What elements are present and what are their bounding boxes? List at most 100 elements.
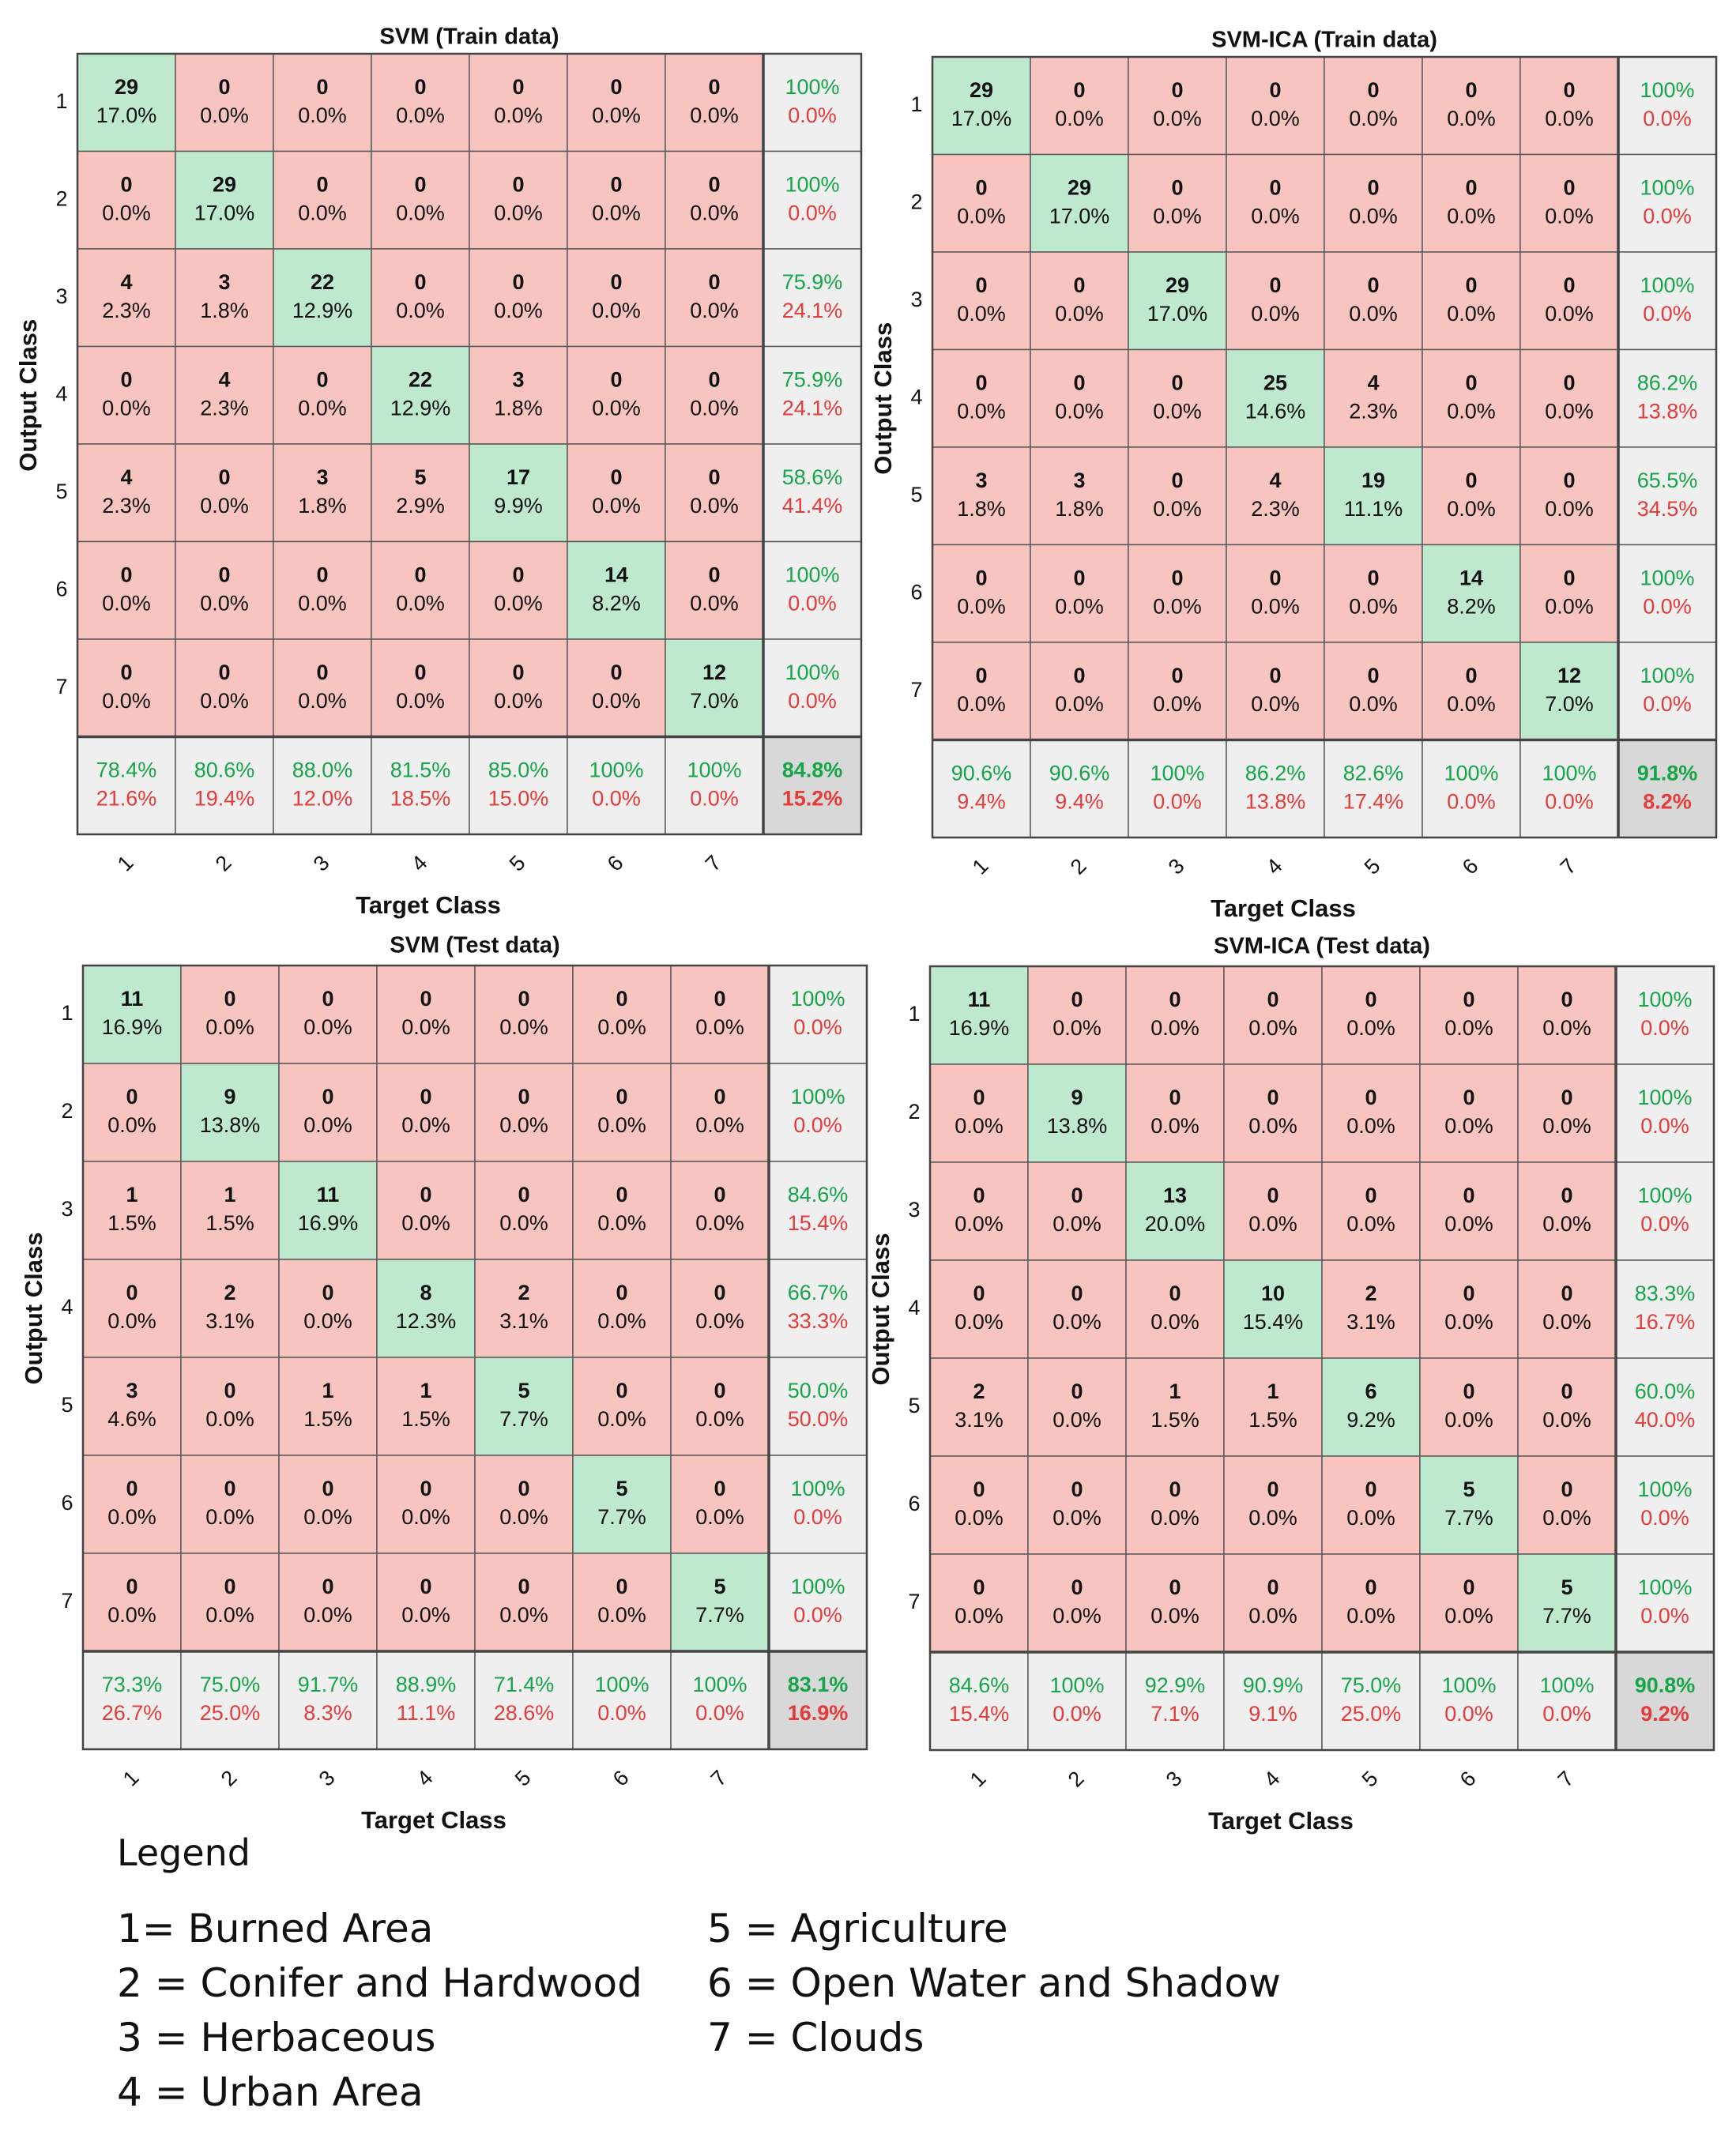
cell-count: 0 [1169, 1575, 1181, 1599]
cell-count: 0 [616, 1183, 627, 1206]
cell-count: 0 [1365, 1184, 1376, 1207]
cell-count: 0 [708, 75, 720, 99]
cell-count: 0 [512, 661, 524, 684]
row-precision: 75.9% [782, 367, 843, 391]
incorrect-cell [572, 1161, 672, 1260]
incorrect-cell [1128, 56, 1227, 156]
summary-cell [1422, 739, 1521, 838]
incorrect-cell [371, 150, 470, 250]
correct-cell [1128, 251, 1227, 351]
matrix-frame [81, 964, 868, 1751]
summary-cell [1321, 1651, 1421, 1751]
incorrect-cell [1517, 965, 1617, 1065]
cell-percent: 0.0% [102, 689, 151, 713]
incorrect-cell [1422, 56, 1521, 156]
incorrect-cell [376, 1063, 476, 1162]
col-error: 12.0% [292, 786, 353, 810]
row-tick-label: 7 [61, 1589, 73, 1613]
cell-count: 0 [1463, 1086, 1474, 1109]
incorrect-cell [376, 1455, 476, 1554]
summary-cell [1615, 965, 1715, 1065]
col-tick-label: 3 [309, 851, 334, 876]
cell-percent: 9.9% [494, 494, 543, 518]
cell-count: 4 [120, 270, 132, 294]
cell-count: 11 [121, 987, 144, 1011]
col-tick-label: 4 [1262, 854, 1287, 879]
cell-percent: 0.0% [107, 1603, 156, 1627]
cell-count: 0 [714, 1085, 725, 1109]
row-precision: 100% [1637, 1575, 1692, 1599]
row-error: 0.0% [793, 1603, 842, 1627]
summary-cell [929, 1651, 1029, 1751]
incorrect-cell [474, 965, 574, 1064]
row-precision: 100% [785, 172, 839, 196]
cell-count: 0 [420, 1085, 431, 1109]
cell-percent: 0.0% [1150, 1310, 1199, 1334]
row-tick-label: 4 [61, 1295, 73, 1319]
incorrect-cell [175, 53, 274, 152]
incorrect-cell [1419, 1553, 1519, 1653]
cell-percent: 0.0% [200, 689, 249, 713]
cell-percent: 0.0% [1248, 1016, 1297, 1040]
row-tick-label: 1 [55, 89, 67, 113]
cell-count: 0 [1269, 664, 1281, 687]
incorrect-cell [665, 345, 764, 445]
cell-count: 1 [1169, 1380, 1181, 1403]
incorrect-cell [77, 345, 176, 445]
cell-count: 0 [322, 1477, 333, 1500]
cell-count: 0 [518, 1085, 529, 1109]
row-precision: 100% [1640, 566, 1694, 589]
cell-count: 0 [1365, 1086, 1376, 1109]
cell-count: 9 [224, 1085, 235, 1109]
incorrect-cell [77, 540, 176, 640]
incorrect-cell [1027, 1259, 1127, 1359]
col-tick-label: 1 [966, 1767, 991, 1792]
cell-percent: 0.0% [1346, 1604, 1395, 1628]
col-error: 15.0% [488, 786, 549, 810]
cell-percent: 0.0% [1349, 302, 1398, 326]
cell-percent: 0.0% [1444, 1114, 1493, 1138]
col-tick-label: 7 [1553, 1767, 1579, 1792]
col-tick-label: 1 [113, 851, 138, 876]
cell-count: 0 [1269, 566, 1281, 589]
cell-count: 0 [316, 172, 328, 196]
row-precision: 58.6% [782, 465, 843, 489]
col-recall: 78.4% [96, 758, 157, 781]
incorrect-cell [1125, 1455, 1225, 1555]
row-error: 0.0% [788, 201, 837, 224]
cell-percent: 7.7% [695, 1603, 744, 1627]
incorrect-cell [1027, 1357, 1127, 1457]
cell-count: 0 [1267, 988, 1278, 1011]
col-error: 0.0% [1053, 1702, 1101, 1726]
cell-percent: 1.8% [957, 497, 1006, 521]
cell-count: 0 [1071, 1575, 1083, 1599]
col-recall: 73.3% [102, 1673, 163, 1696]
col-error: 7.1% [1150, 1702, 1199, 1726]
summary-cell [768, 965, 868, 1064]
incorrect-cell [180, 965, 280, 1064]
correct-cell [175, 150, 274, 250]
cell-percent: 7.7% [499, 1407, 548, 1431]
cell-percent: 0.0% [1055, 692, 1104, 716]
row-precision: 100% [1637, 1184, 1692, 1207]
correct-cell [82, 965, 182, 1064]
cell-percent: 0.0% [205, 1505, 254, 1529]
cell-percent: 0.0% [690, 591, 739, 615]
summary-cell [1226, 739, 1325, 838]
cell-count: 0 [126, 1575, 137, 1598]
row-tick-label: 4 [55, 382, 67, 405]
cell-count: 5 [714, 1575, 725, 1598]
summary-cell [278, 1651, 378, 1750]
cell-count: 3 [316, 465, 328, 489]
cell-count: 0 [975, 371, 987, 394]
incorrect-cell [474, 1161, 574, 1260]
cell-percent: 0.0% [1153, 594, 1202, 618]
cell-percent: 0.0% [690, 201, 739, 224]
cell-percent: 0.0% [957, 204, 1006, 228]
cell-count: 0 [218, 661, 230, 684]
correct-cell [1223, 1259, 1323, 1359]
cell-count: 0 [120, 367, 132, 391]
cell-percent: 0.0% [1055, 302, 1104, 326]
cell-count: 0 [512, 172, 524, 196]
incorrect-cell [1125, 1259, 1225, 1359]
